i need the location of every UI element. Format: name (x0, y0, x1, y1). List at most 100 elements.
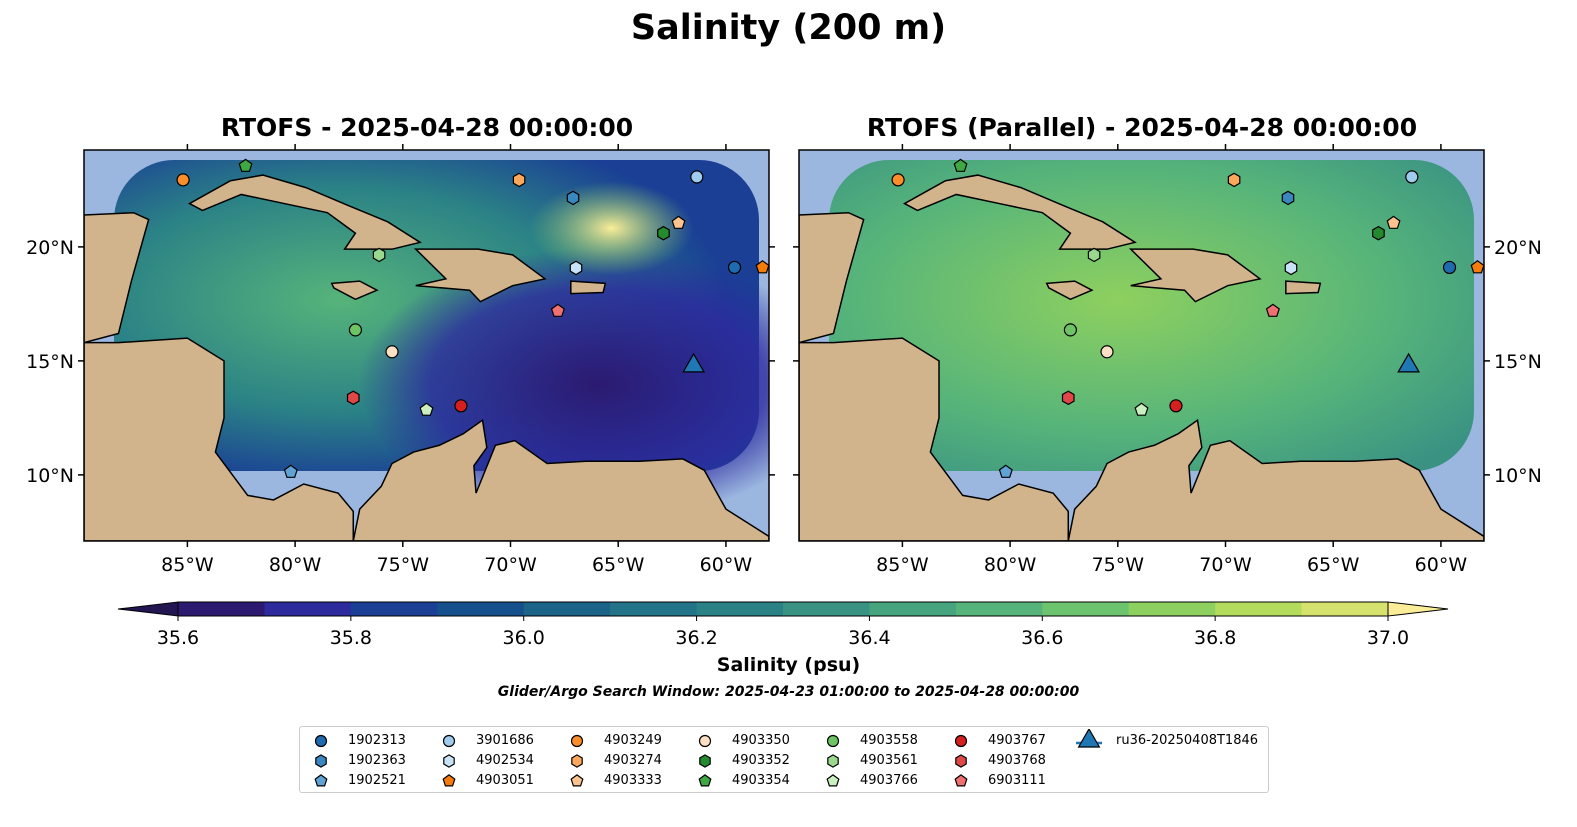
legend-label: 3901686 (476, 732, 534, 748)
land-hisp (413, 248, 547, 303)
legend-item: 4903558 (820, 729, 918, 751)
marker-4903766 (419, 402, 434, 416)
x-tick-label: 65°W (592, 554, 645, 576)
y-tick-label: 20°N (1494, 237, 1542, 259)
marker-4903352 (1372, 225, 1385, 241)
colorbar-bin (1301, 602, 1389, 616)
legend-marker-hexagon-icon (315, 754, 327, 768)
colorbar-bin (264, 602, 352, 616)
legend-marker-triangle-icon (1076, 729, 1102, 748)
legend-item: 4903561 (820, 749, 918, 771)
land-cam (84, 337, 355, 541)
legend-item: 4903354 (692, 769, 790, 791)
land-cuba (902, 174, 1137, 250)
marker-4903350 (1100, 345, 1114, 359)
colorbar: 35.6 35.8 36.0 36.2 36.4 36.6 36.8 37.0 (117, 601, 1449, 649)
marker-4903333 (570, 774, 584, 787)
x-tick-label: 80°W (269, 554, 322, 576)
marker-4903051 (1470, 260, 1484, 274)
legend-marker-circle-icon (314, 734, 328, 748)
legend-label: 4903350 (732, 732, 790, 748)
marker-4903249 (891, 173, 905, 187)
map-panels: 85°W 80°W 75°W 70°W 65°W 60°W10°N15°N20°N85°W… (26, 144, 1542, 576)
x-tick-label: 60°W (1415, 554, 1468, 576)
legend-label: 4903274 (604, 752, 662, 768)
marker-4903354 (953, 158, 968, 172)
marker-6903111 (954, 774, 968, 787)
marker-ru36-20250408T1846 (1077, 729, 1101, 748)
legend-marker-hexagon-icon (443, 754, 455, 768)
marker-1902313 (1442, 260, 1457, 275)
colorbar-bin (437, 602, 525, 616)
legend-marker-pentagon-icon (314, 774, 328, 787)
marker-4903352 (657, 225, 670, 241)
colorbar-bin (1215, 602, 1303, 616)
legend-label: 4903352 (732, 752, 790, 768)
legend-label: 1902363 (348, 752, 406, 768)
marker-3901686 (690, 170, 704, 184)
marker-1902313 (314, 734, 328, 748)
legend-label: 1902521 (348, 772, 406, 788)
marker-4903249 (570, 734, 584, 748)
marker-4902534 (443, 754, 455, 768)
marker-4903768 (1061, 390, 1075, 406)
legend-label: 4902534 (476, 752, 534, 768)
marker-4903767 (954, 734, 968, 748)
marker-4903350 (698, 734, 712, 748)
legend-marker-circle-icon (570, 734, 584, 748)
x-tick-label: 75°W (377, 554, 430, 576)
x-tick-label: 65°W (1307, 554, 1360, 576)
marker-4903768 (346, 390, 360, 406)
colorbar-over-extension (1387, 601, 1449, 617)
marker-4903561 (372, 247, 386, 263)
legend-label: 4903333 (604, 772, 662, 788)
marker-4903558 (826, 734, 840, 748)
marker-4903558 (348, 323, 363, 337)
colorbar-bin (178, 602, 265, 616)
legend-marker-hexagon-icon (955, 754, 967, 768)
legend-item: 4903333 (564, 769, 662, 791)
x-tick-label: 70°W (484, 554, 537, 576)
marker-4903561 (1087, 247, 1101, 263)
colorbar-bin (869, 602, 957, 616)
legend-item: 4902534 (436, 749, 534, 771)
land-hisp (1128, 248, 1262, 303)
map-frame (798, 149, 1485, 542)
legend-item: 4903352 (692, 749, 790, 771)
land-pr (1285, 280, 1322, 295)
marker-6903111 (550, 303, 565, 317)
search-window-text: Glider/Argo Search Window: 2025-04-23 01… (497, 684, 1080, 700)
x-tick-label: 60°W (700, 554, 753, 576)
colorbar-bin (783, 602, 870, 616)
marker-4902534 (569, 260, 583, 276)
legend-item: 4903766 (820, 769, 918, 791)
legend-marker-circle-icon (698, 734, 712, 748)
marker-4902534 (1284, 260, 1298, 276)
legend-marker-hexagon-icon (699, 754, 711, 768)
panel-title-rtofs: RTOFS - 2025-04-28 00:00:00 (220, 113, 634, 142)
marker-4903352 (699, 754, 711, 768)
marker-1902363 (315, 754, 327, 768)
y-tick-label: 15°N (1494, 351, 1542, 373)
legend-marker-hexagon-icon (827, 754, 839, 768)
marker-4903274 (571, 754, 583, 768)
legend-label: ru36-20250408T1846 (1116, 732, 1259, 748)
legend-item: ru36-20250408T1846 (1076, 729, 1258, 751)
colorbar-tick-label: 35.8 (330, 627, 372, 649)
legend-marker-pentagon-icon (442, 774, 456, 787)
marker-6903111 (1265, 303, 1280, 317)
legend-marker-pentagon-icon (570, 774, 584, 787)
marker-4903558 (1063, 323, 1078, 337)
marker-4903274 (512, 172, 526, 188)
marker-1902363 (1281, 190, 1295, 206)
legend-marker-pentagon-icon (826, 774, 840, 787)
legend-label: 4903249 (604, 732, 662, 748)
legend-item: 6903111 (948, 769, 1046, 791)
land-yuc (84, 211, 150, 344)
panel-title-rtofs-parallel: RTOFS (Parallel) - 2025-04-28 00:00:00 (866, 113, 1418, 142)
legend-item: 4903051 (436, 769, 534, 791)
legend-label: 4903767 (988, 732, 1046, 748)
legend-item: 4903274 (564, 749, 662, 771)
map-frame (83, 149, 770, 542)
